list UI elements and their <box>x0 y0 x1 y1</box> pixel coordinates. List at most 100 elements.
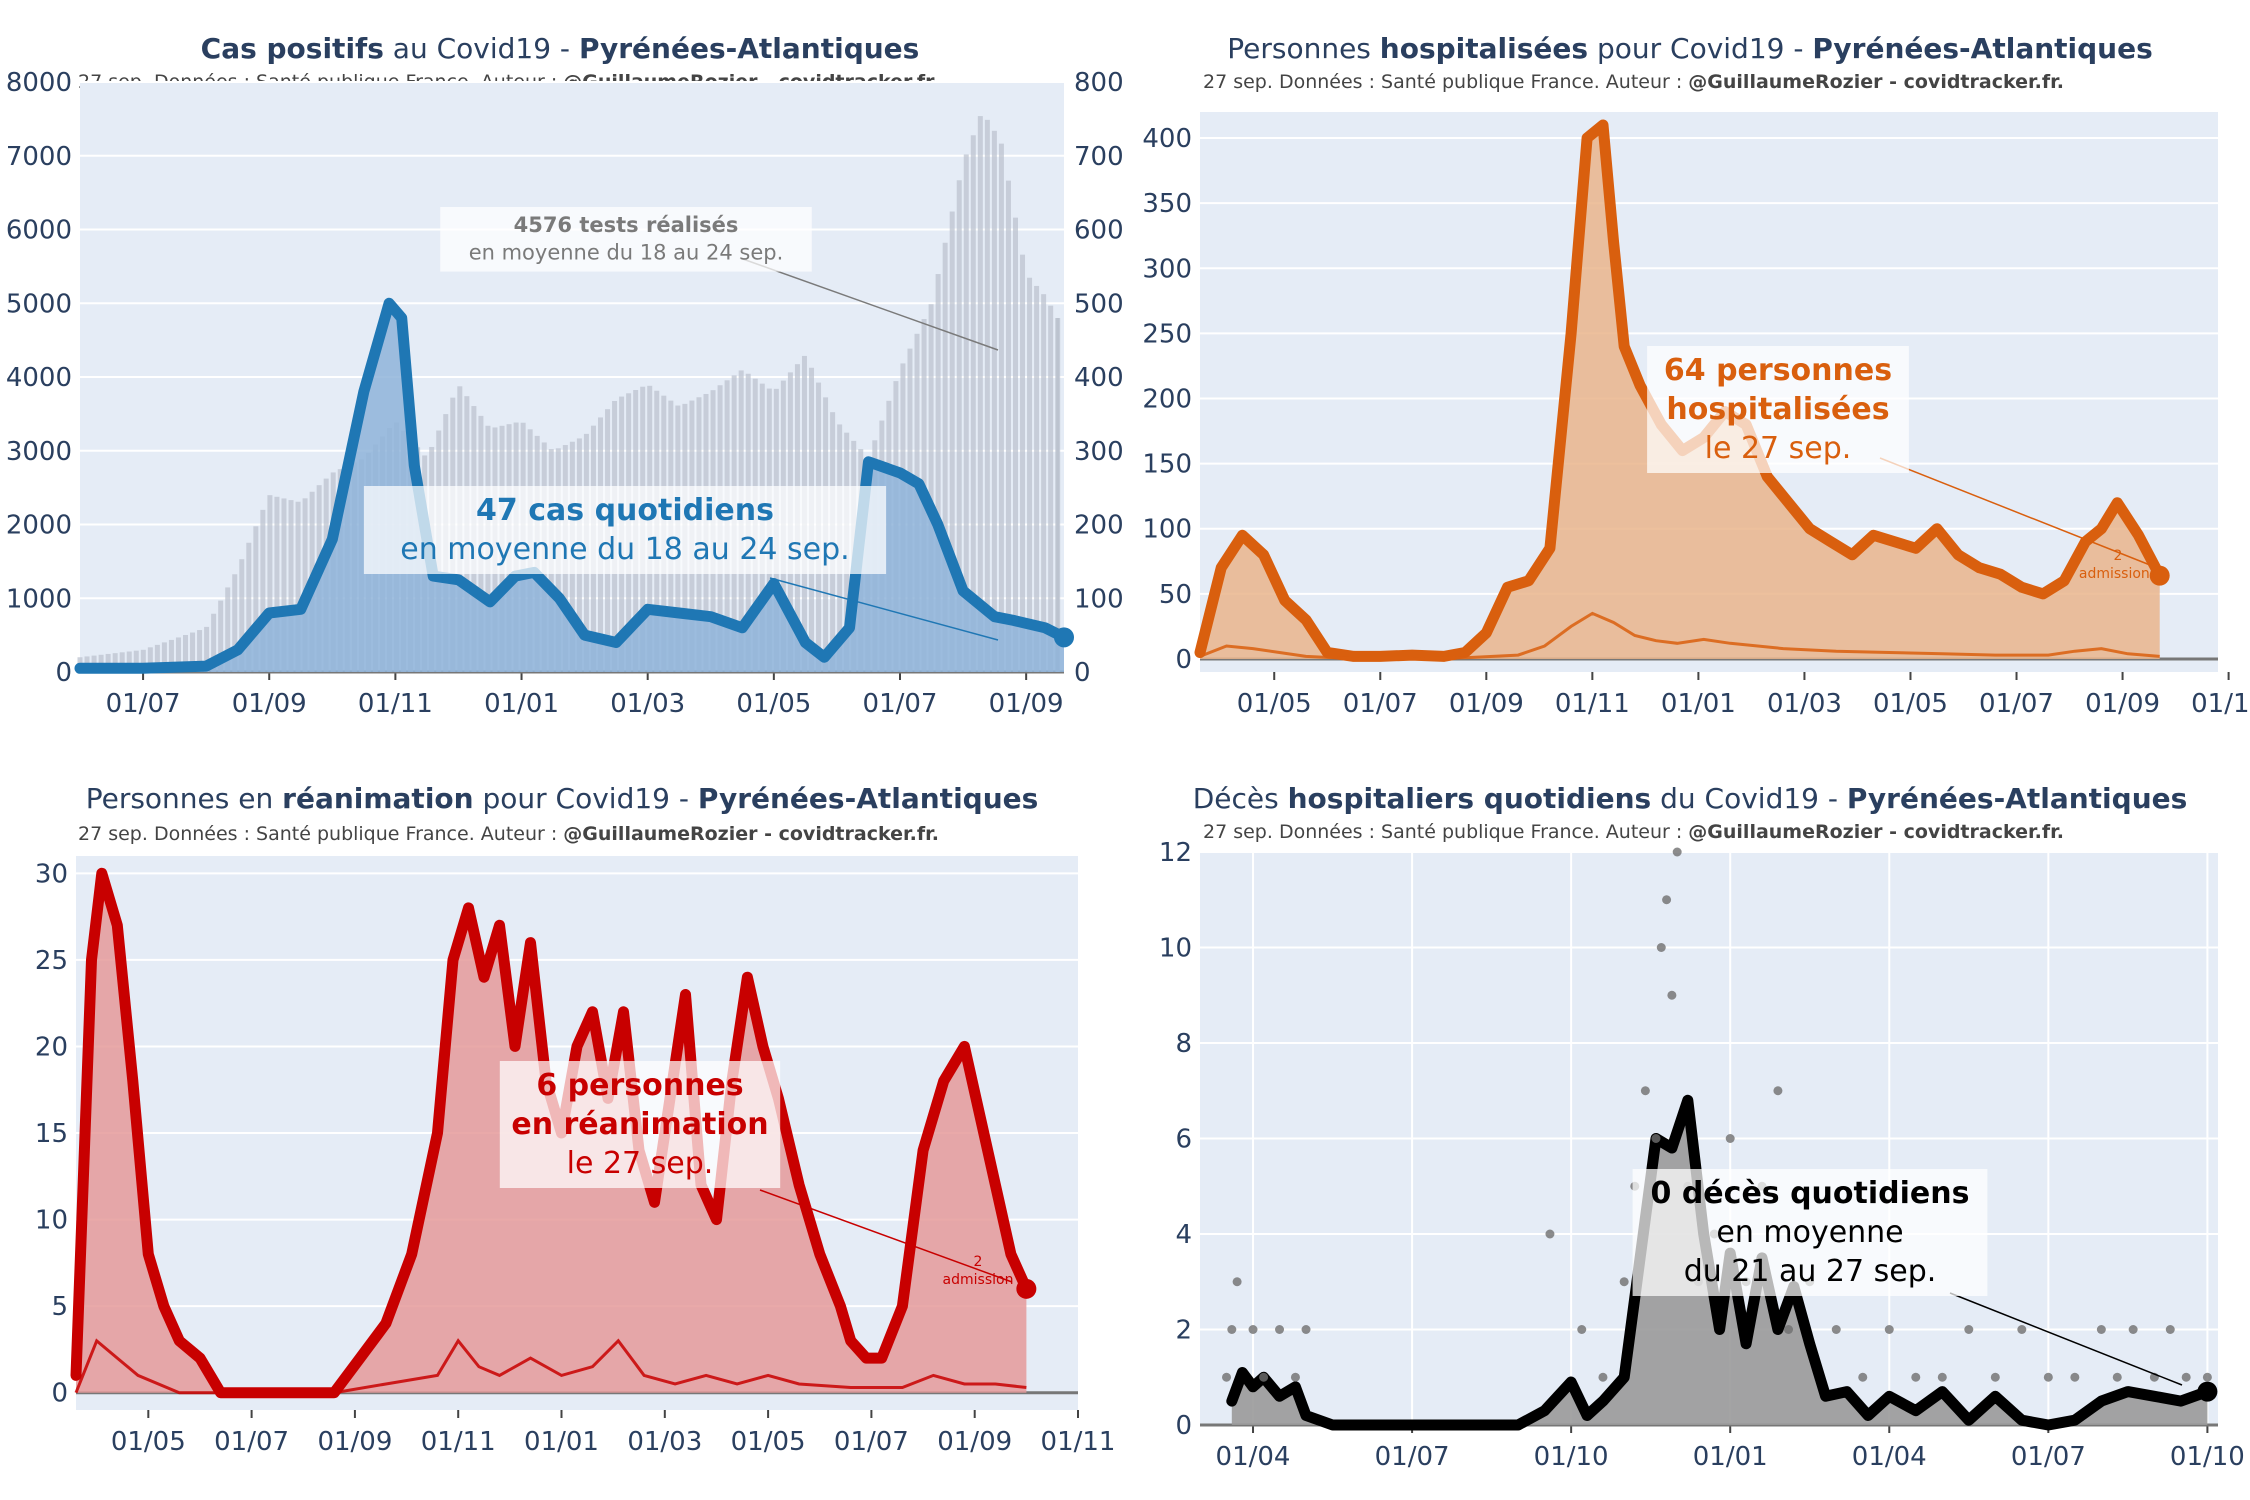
annotation-text: 4576 tests réalisés <box>514 213 739 237</box>
annotation-text: 2 <box>974 1254 983 1270</box>
tests-bar <box>1005 180 1011 673</box>
tests-bar <box>175 637 181 672</box>
annotation-text: admission <box>943 1272 1014 1288</box>
y2-tick-label: 300 <box>1074 437 1124 467</box>
tests-bar <box>119 652 125 672</box>
tests-bar <box>970 135 976 673</box>
x-tick-label: 01/11 <box>1041 1427 1116 1457</box>
tests-bar <box>935 274 941 672</box>
chart-title: Personnes hospitalisées pour Covid19 - P… <box>1227 32 2153 65</box>
tests-bar <box>253 526 259 672</box>
tests-bar <box>1034 285 1040 672</box>
x-tick-label: 01/03 <box>627 1427 702 1457</box>
annotation-leader <box>739 257 999 351</box>
y-tick-label: 5 <box>51 1292 68 1322</box>
chart-subtitle-part: 27 sep. Données : Santé publique France.… <box>1203 821 1688 843</box>
y-tick-label: 50 <box>1159 580 1192 610</box>
x-tick-label: 01/07 <box>834 1427 909 1457</box>
death-dot <box>1227 1325 1237 1334</box>
tests-bar <box>1012 217 1018 672</box>
death-dot <box>2165 1325 2175 1334</box>
tests-bar <box>274 496 280 672</box>
x-tick-label: 01/09 <box>1449 689 1524 719</box>
chart-title-part: hospitalisées <box>1380 32 1588 65</box>
y2-tick-label: 500 <box>1074 289 1124 319</box>
y-tick-label: 12 <box>1159 838 1192 868</box>
chart-title-part: Pyrénées-Atlantiques <box>1812 32 2152 65</box>
chart-subtitle: 27 sep. Données : Santé publique France.… <box>78 823 939 845</box>
y-tick-label: 100 <box>1142 515 1192 545</box>
tests-bar <box>928 304 934 672</box>
y-tick-label: 2 <box>1175 1316 1192 1346</box>
tests-bar <box>963 154 969 673</box>
death-dot <box>1990 1372 2000 1382</box>
tests-bar <box>949 211 955 672</box>
y-tick-label: 400 <box>1142 124 1192 154</box>
x-tick-label: 01/01 <box>1693 1442 1768 1472</box>
x-tick-label: 01/01 <box>484 689 559 719</box>
x-tick-label: 01/11 <box>1555 689 1630 719</box>
tests-bar <box>190 632 196 672</box>
y2-tick-label: 800 <box>1074 68 1124 98</box>
series-area <box>80 303 1064 672</box>
death-dot <box>1884 1325 1894 1334</box>
y-tick-label: 8 <box>1175 1029 1192 1059</box>
death-dot <box>2181 1372 2191 1382</box>
death-dot <box>1858 1372 1868 1382</box>
x-tick-label: 01/07 <box>214 1427 289 1457</box>
chart-panel-1: Cas positifs au Covid19 - Pyrénées-Atlan… <box>6 32 1124 719</box>
y2-tick-label: 400 <box>1074 363 1124 393</box>
death-dot <box>1656 943 1666 952</box>
x-tick-label: 01/05 <box>111 1427 186 1457</box>
tests-bar <box>956 180 962 673</box>
tests-bar <box>133 650 139 672</box>
y2-tick-label: 100 <box>1074 584 1124 614</box>
death-dot <box>1773 1086 1783 1096</box>
annotation-text: 47 cas quotidiens <box>476 493 774 528</box>
death-dot <box>1222 1372 1232 1382</box>
chart-title-part: pour Covid19 - <box>474 782 698 815</box>
y-tick-label: 4 <box>1175 1220 1192 1250</box>
series-area <box>1200 125 2160 659</box>
chart-subtitle-part: 27 sep. Données : Santé publique France.… <box>1203 71 1688 93</box>
death-dot <box>1598 1372 1608 1382</box>
y-tick-label: 350 <box>1142 189 1192 219</box>
y2-tick-label: 200 <box>1074 511 1124 541</box>
y-tick-label: 20 <box>35 1032 68 1062</box>
tests-bar <box>140 649 146 672</box>
tests-bar <box>295 501 301 672</box>
y-tick-label: 150 <box>1142 450 1192 480</box>
x-tick-label: 01/09 <box>937 1427 1012 1457</box>
tests-bar <box>1020 254 1026 672</box>
tests-bar <box>168 639 174 672</box>
annotation-text: 2 <box>2114 548 2123 564</box>
death-dot <box>1672 847 1682 857</box>
last-value-marker <box>1016 1278 1037 1299</box>
annotation-box <box>363 486 887 574</box>
annotation-leader <box>1879 457 2151 566</box>
death-dot <box>2070 1372 2080 1382</box>
y-tick-label: 10 <box>35 1206 68 1236</box>
death-dot <box>1290 1372 1300 1382</box>
chart-subtitle-part: @GuillaumeRozier - covidtracker.fr. <box>1688 71 2064 93</box>
death-dot <box>2096 1325 2106 1334</box>
x-tick-label: 01/03 <box>610 689 685 719</box>
annotation-text: le 27 sep. <box>567 1146 714 1181</box>
tests-bar <box>267 495 273 672</box>
annotation-leader <box>769 577 999 641</box>
series-line <box>1226 1094 2213 1431</box>
x-tick-label: 01/09 <box>317 1427 392 1457</box>
tests-bar <box>147 647 153 672</box>
x-tick-label: 01/05 <box>1237 689 1312 719</box>
death-dot <box>1545 1229 1555 1239</box>
y-tick-label: 25 <box>35 946 68 976</box>
death-dot <box>1301 1325 1311 1334</box>
death-dot <box>1911 1372 1921 1382</box>
chart-subtitle-part: 27 sep. Données : Santé publique France.… <box>78 823 563 845</box>
death-dot <box>1964 1325 1974 1334</box>
x-tick-label: 01/03 <box>1767 689 1842 719</box>
chart-title-part: Pyrénées-Atlantiques <box>1847 782 2187 815</box>
x-tick-label: 01/05 <box>731 1427 806 1457</box>
x-tick-label: 01/09 <box>232 689 307 719</box>
